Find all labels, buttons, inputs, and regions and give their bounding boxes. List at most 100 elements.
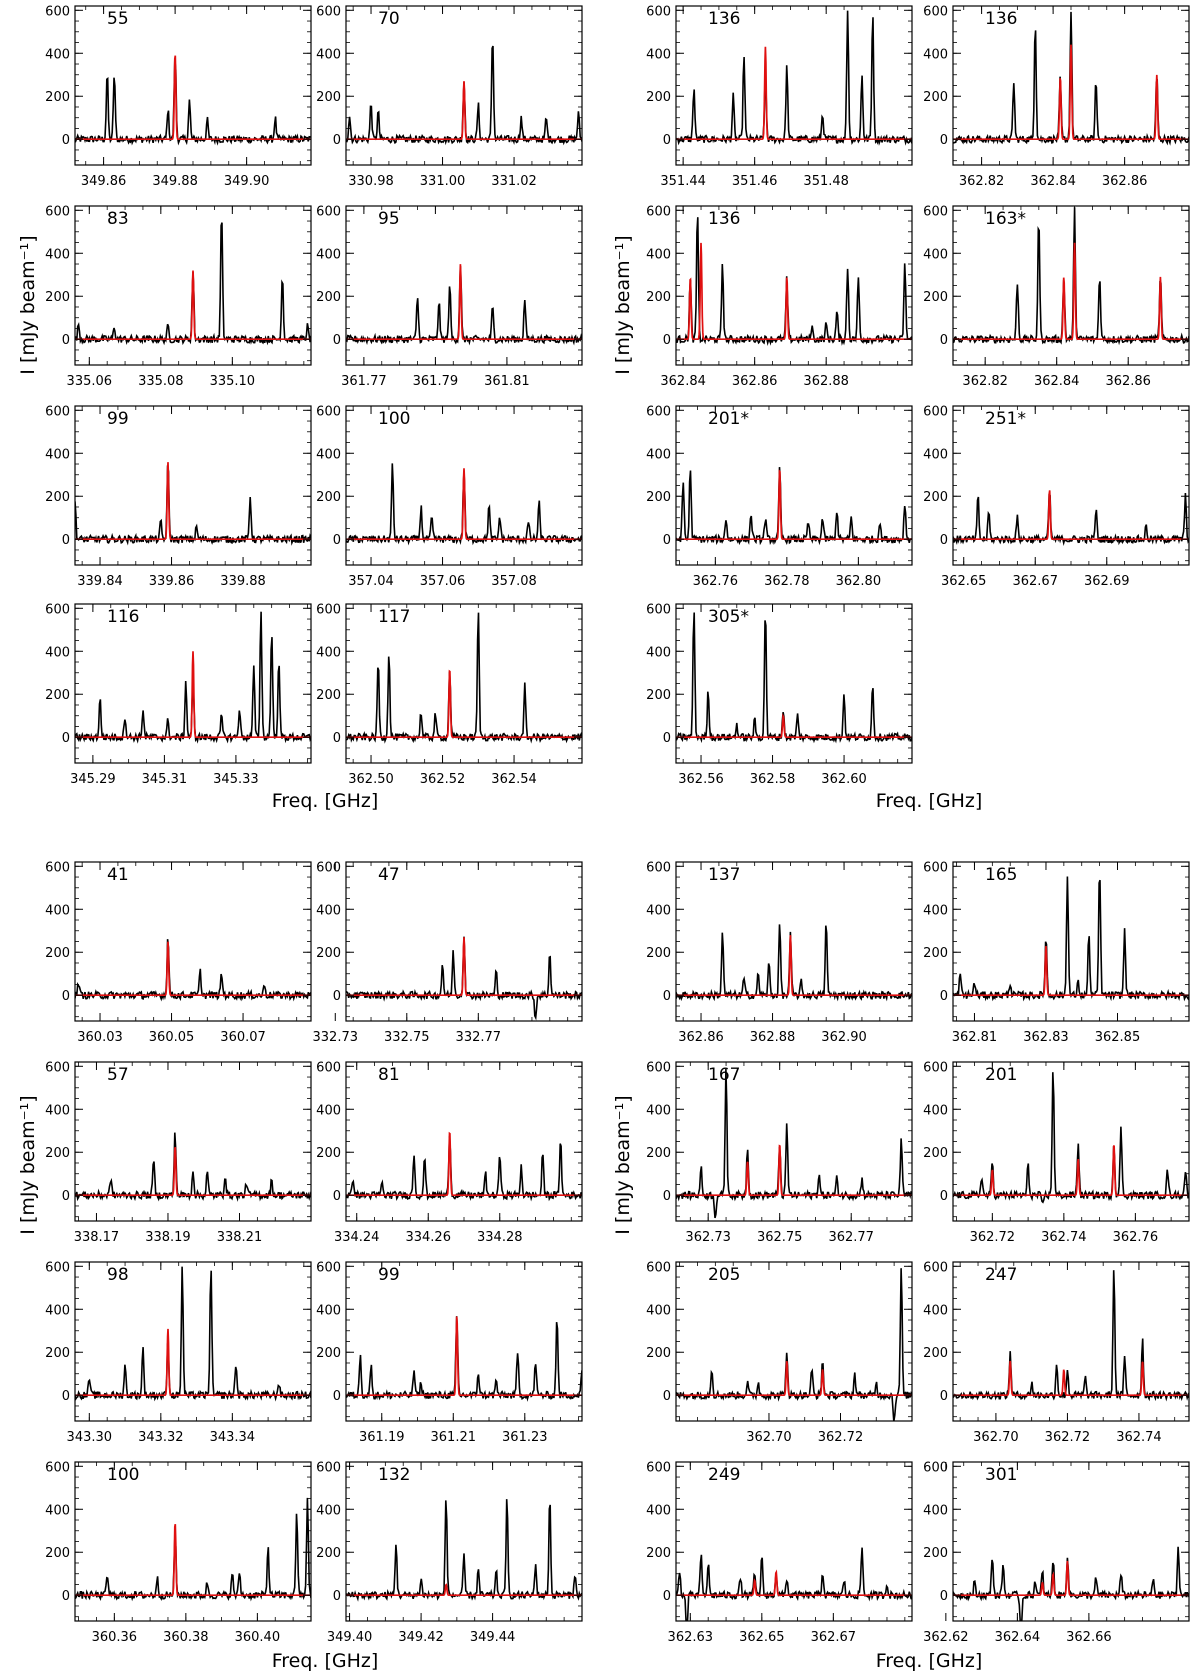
y-tick-label: 400 [316, 645, 341, 660]
x-tick-label: 362.74 [1116, 1430, 1162, 1445]
panel-label: 136 [708, 209, 740, 229]
x-tick-label: 362.50 [348, 772, 394, 787]
x-tick-label: 362.86 [678, 1030, 724, 1045]
model-spectrum-line [953, 945, 1189, 997]
x-tick-label: 362.63 [668, 1630, 714, 1645]
y-tick-label: 600 [45, 1460, 70, 1475]
spectrum-panel: 0 200 400 600 332.73 332.75 332.77 47 [313, 860, 583, 1045]
y-tick-label: 0 [333, 731, 341, 746]
y-tick-label: 600 [45, 860, 70, 875]
spectrum-panel: 0 200 400 600 360.36 360.38 360.40 100 [45, 1460, 312, 1645]
x-tick-label: 362.83 [1023, 1030, 1069, 1045]
x-axis-label: Freq. [GHz] [272, 790, 379, 812]
y-axis-label: I [mJy beam⁻¹] [612, 1095, 634, 1234]
panel-label: 98 [107, 1265, 129, 1285]
y-tick-label: 600 [316, 860, 341, 875]
y-tick-label: 600 [316, 1260, 341, 1275]
x-tick-label: 349.40 [327, 1630, 373, 1645]
x-tick-label: 362.65 [941, 574, 987, 589]
observed-spectrum-line [676, 467, 912, 546]
observed-spectrum-line [676, 217, 912, 346]
spectrum-panel: 0 200 400 600 361.19 361.21 361.23 99 [316, 1260, 583, 1445]
y-tick-label: 0 [62, 1389, 70, 1404]
observed-spectrum-line [75, 1497, 311, 1602]
x-tick-label: 357.04 [348, 574, 394, 589]
spectrum-panel: 0 200 400 600 335.06 335.08 335.10 83 [45, 204, 312, 389]
x-tick-label: 362.72 [818, 1430, 864, 1445]
y-tick-label: 200 [646, 290, 671, 305]
y-tick-label: 200 [316, 90, 341, 105]
y-tick-label: 400 [923, 1103, 948, 1118]
x-tick-label: 361.77 [341, 374, 387, 389]
y-tick-label: 200 [316, 688, 341, 703]
y-tick-label: 200 [316, 1546, 341, 1561]
observed-spectrum-line [75, 1266, 311, 1402]
y-tick-label: 400 [316, 903, 341, 918]
y-tick-label: 0 [333, 989, 341, 1004]
x-tick-label: 362.76 [1113, 1230, 1159, 1245]
model-spectrum-line [75, 651, 311, 739]
y-tick-label: 0 [663, 533, 671, 548]
y-tick-label: 600 [316, 4, 341, 19]
x-tick-label: 361.23 [502, 1430, 548, 1445]
x-tick-label: 362.84 [660, 374, 706, 389]
y-tick-label: 0 [663, 731, 671, 746]
spectrum-panel: 0 200 400 600 361.77 361.79 361.81 95 [316, 204, 583, 389]
y-tick-label: 0 [940, 1589, 948, 1604]
y-tick-label: 200 [923, 1146, 948, 1161]
model-spectrum-line [676, 469, 912, 541]
model-spectrum-line [346, 468, 582, 541]
model-spectrum-line [75, 462, 311, 541]
y-tick-label: 400 [316, 447, 341, 462]
y-tick-label: 200 [316, 490, 341, 505]
y-tick-label: 400 [316, 47, 341, 62]
spectrum-panel: 0 200 400 600 360.03 360.05 360.07 41 [45, 860, 312, 1045]
y-tick-label: 200 [45, 1546, 70, 1561]
observed-spectrum-line [75, 939, 311, 1002]
x-tick-label: 362.77 [828, 1230, 874, 1245]
x-tick-label: 362.56 [678, 772, 724, 787]
x-tick-label: 362.88 [750, 1030, 796, 1045]
model-spectrum-line [346, 669, 582, 739]
y-tick-label: 200 [646, 1546, 671, 1561]
panel-label: 95 [378, 209, 400, 229]
y-tick-label: 400 [646, 645, 671, 660]
x-tick-label: 332.77 [456, 1030, 502, 1045]
x-tick-label: 345.31 [142, 772, 188, 787]
panel-label: 163* [985, 209, 1026, 229]
y-tick-label: 200 [316, 290, 341, 305]
observed-spectrum-line [676, 612, 912, 744]
y-tick-label: 400 [45, 645, 70, 660]
x-tick-label: 339.86 [149, 574, 195, 589]
spectrum-panel: 0 200 400 600 362.70 362.72 362.74 247 [923, 1260, 1190, 1445]
y-tick-label: 0 [940, 989, 948, 1004]
y-tick-label: 600 [316, 1460, 341, 1475]
observed-spectrum-line [953, 876, 1189, 1002]
model-spectrum-line [953, 1560, 1189, 1597]
y-tick-label: 400 [316, 247, 341, 262]
x-tick-label: 362.67 [1012, 574, 1058, 589]
x-tick-label: 362.72 [970, 1230, 1016, 1245]
spectrum-panel: 0 200 400 600 357.04 357.06 357.08 100 [316, 404, 583, 589]
spectrum-panel: 0 200 400 600 362.56 362.58 362.60 305* [646, 602, 913, 787]
y-tick-label: 200 [923, 90, 948, 105]
x-tick-label: 362.84 [1030, 174, 1076, 189]
y-tick-label: 400 [646, 1303, 671, 1318]
x-tick-label: 357.08 [491, 574, 537, 589]
x-tick-label: 362.65 [739, 1630, 785, 1645]
y-tick-label: 600 [923, 1260, 948, 1275]
panel-label: 100 [378, 409, 410, 429]
model-spectrum-line [676, 46, 912, 141]
model-spectrum-line [75, 55, 311, 141]
observed-spectrum-line [953, 1546, 1189, 1621]
model-spectrum-line [346, 1131, 582, 1197]
spectrum-panel: 0 200 400 600 362.65 362.67 362.69 251* [923, 404, 1190, 589]
model-spectrum-line [676, 242, 912, 341]
observed-spectrum-line [953, 1072, 1189, 1204]
spectrum-panel: 0 200 400 600 343.30 343.32 343.34 98 [45, 1260, 312, 1445]
y-axis-label: I [mJy beam⁻¹] [17, 235, 39, 374]
x-tick-label: 335.06 [67, 374, 113, 389]
spectrum-panel: 0 200 400 600 362.81 362.83 362.85 165 [923, 860, 1190, 1045]
spectrum-panel: 0 200 400 600 362.82 362.84 362.86 163* [923, 204, 1190, 389]
y-tick-label: 400 [45, 447, 70, 462]
